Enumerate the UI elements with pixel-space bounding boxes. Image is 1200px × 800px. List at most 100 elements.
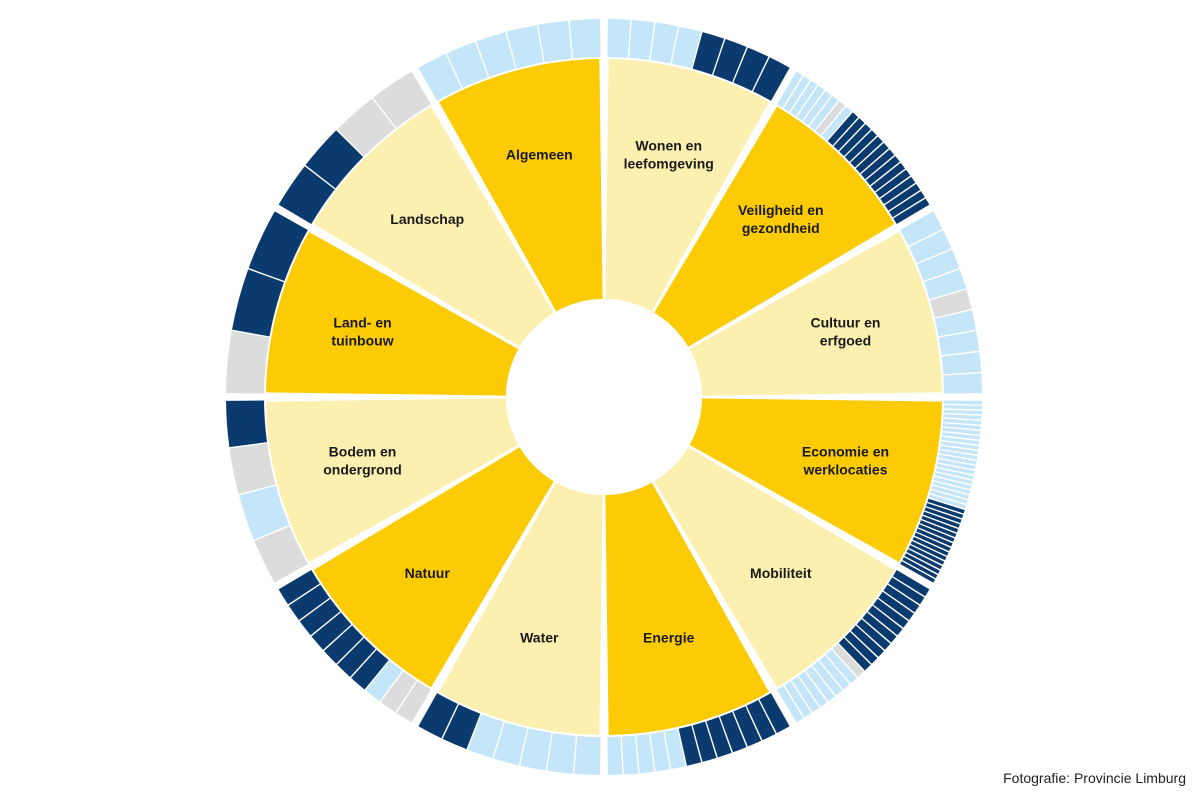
center-circle bbox=[506, 299, 702, 495]
ring-cell bbox=[892, 570, 930, 597]
ring-cell bbox=[838, 637, 871, 671]
outer-ring bbox=[226, 19, 982, 775]
ring-cell bbox=[921, 515, 959, 533]
ring-cell bbox=[943, 418, 982, 425]
sector-label-9: Land- en tuinbouw bbox=[331, 314, 393, 348]
ring-cell bbox=[888, 577, 925, 605]
ring-cell bbox=[254, 526, 308, 583]
ring-cell bbox=[928, 494, 967, 509]
sector-6 bbox=[439, 482, 603, 735]
ring-cell bbox=[940, 445, 979, 455]
ring-cell bbox=[650, 731, 670, 772]
ring-cell bbox=[664, 728, 686, 769]
ring-cell bbox=[893, 198, 930, 224]
ring-cell bbox=[547, 733, 576, 774]
sector-label-3: Economie en werklocaties bbox=[802, 443, 889, 477]
ring-cell bbox=[753, 57, 790, 101]
ring-cell bbox=[884, 183, 921, 211]
ring-cell bbox=[520, 728, 552, 771]
ring-cell bbox=[650, 22, 678, 64]
ring-cell bbox=[855, 142, 889, 174]
ring-cell bbox=[493, 722, 528, 766]
ring-cell bbox=[226, 400, 268, 448]
ring-cell bbox=[827, 112, 859, 146]
sector-label-10: Landschap bbox=[390, 211, 464, 227]
ring-cell bbox=[365, 660, 403, 702]
ring-cell bbox=[825, 649, 857, 684]
ring-cell bbox=[733, 47, 769, 91]
sector-label-2: Cultuur en erfgoed bbox=[810, 314, 880, 348]
ring-cell bbox=[844, 130, 877, 162]
ring-cell bbox=[832, 643, 864, 677]
ring-cell bbox=[784, 681, 812, 718]
ring-cell bbox=[929, 289, 972, 318]
ring-cell bbox=[927, 498, 965, 514]
ring-cell bbox=[692, 32, 725, 75]
ring-cell bbox=[912, 536, 949, 556]
sector-2 bbox=[689, 232, 942, 396]
ring-cell bbox=[900, 211, 943, 246]
ring-cell bbox=[938, 331, 980, 356]
ring-cell bbox=[943, 400, 982, 405]
ring-cell bbox=[934, 310, 976, 337]
sector-7 bbox=[313, 447, 554, 688]
ring-cell bbox=[870, 162, 906, 192]
ring-cell bbox=[918, 524, 955, 542]
ring-cell bbox=[878, 591, 914, 621]
ring-cell bbox=[937, 459, 976, 470]
ring-cell bbox=[902, 557, 938, 579]
sector-0 bbox=[605, 59, 769, 312]
sector-label-6: Water bbox=[520, 629, 559, 645]
ring-cell bbox=[720, 711, 747, 753]
ring-cell bbox=[226, 331, 270, 394]
ring-cell bbox=[942, 423, 981, 430]
ring-cell bbox=[926, 503, 964, 519]
ring-cell bbox=[923, 511, 960, 528]
ring-cell bbox=[844, 631, 878, 664]
ring-cell bbox=[938, 454, 977, 465]
ring-cell bbox=[839, 124, 871, 157]
ring-cell bbox=[916, 528, 953, 547]
ring-cell bbox=[821, 106, 852, 141]
ring-cell bbox=[278, 570, 320, 605]
ring-cell bbox=[790, 80, 818, 117]
ring-cell bbox=[746, 699, 776, 741]
ring-cell bbox=[380, 671, 417, 713]
ring-cell bbox=[713, 39, 747, 83]
sector-1 bbox=[654, 106, 895, 347]
sector-label-8: Bodem en ondergrond bbox=[323, 443, 402, 477]
ring-cell bbox=[875, 169, 911, 198]
sector-10 bbox=[313, 106, 554, 347]
ring-cell bbox=[418, 693, 458, 739]
ring-cell bbox=[924, 507, 962, 524]
ring-cell bbox=[305, 130, 364, 189]
ring-cell bbox=[933, 476, 972, 490]
ring-cell bbox=[396, 681, 431, 723]
ring-cell bbox=[932, 481, 971, 495]
sector-4 bbox=[654, 447, 895, 688]
ring-cell bbox=[919, 520, 957, 538]
ring-cell bbox=[248, 211, 308, 281]
ring-cell bbox=[538, 20, 572, 63]
ring-cell bbox=[924, 269, 967, 300]
sector-5 bbox=[605, 482, 769, 735]
ring-cell bbox=[865, 156, 900, 186]
ring-cell bbox=[860, 149, 895, 180]
ring-cell bbox=[930, 490, 968, 504]
ring-cell bbox=[941, 352, 982, 375]
ring-cell bbox=[636, 733, 655, 774]
ring-cell bbox=[906, 549, 943, 570]
ring-cell bbox=[692, 721, 717, 762]
sector-label-11: Algemeen bbox=[506, 146, 573, 162]
ring-cell bbox=[678, 725, 702, 766]
ring-cell bbox=[908, 545, 945, 565]
ring-cell bbox=[936, 463, 975, 475]
sector-label-7: Natuur bbox=[405, 564, 451, 580]
ring-cell bbox=[850, 625, 884, 657]
sector-8 bbox=[266, 398, 519, 562]
ring-cell bbox=[917, 249, 960, 281]
ring-cell bbox=[373, 71, 431, 128]
ring-cell bbox=[942, 427, 981, 435]
ring-cell bbox=[337, 98, 396, 157]
